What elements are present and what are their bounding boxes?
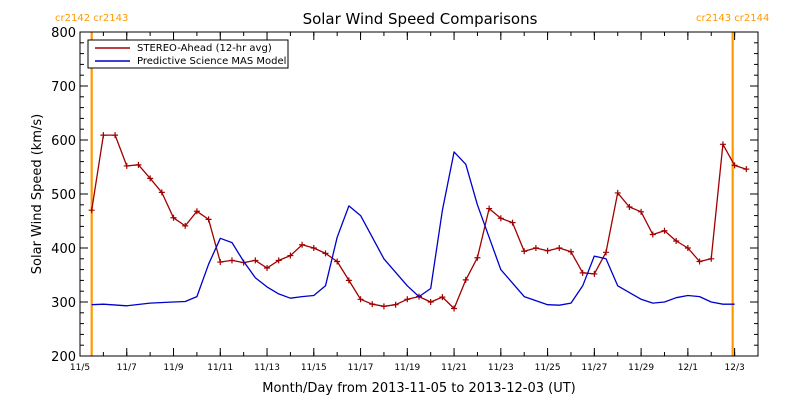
x-tick-label: 11/15	[301, 363, 327, 373]
series-point	[193, 208, 200, 215]
series-point	[743, 166, 750, 173]
series-point	[264, 264, 271, 271]
series-point	[556, 245, 563, 251]
legend-label-mas-model: Predictive Science MAS Model	[137, 56, 286, 67]
series-point	[205, 216, 212, 223]
series-point	[696, 258, 703, 265]
series-point	[719, 141, 726, 148]
series-point	[486, 205, 493, 212]
series-point	[661, 227, 668, 234]
y-tick-label: 200	[51, 350, 76, 365]
series-point	[474, 254, 481, 261]
series-point	[158, 189, 165, 196]
series-point	[404, 296, 411, 303]
series-point	[275, 257, 282, 264]
series-point	[451, 305, 458, 312]
series-point	[708, 255, 715, 262]
series-point	[147, 175, 154, 182]
y-tick-label: 400	[51, 242, 76, 257]
series-layer	[88, 132, 750, 312]
series-point	[287, 252, 294, 259]
series-point	[310, 245, 317, 251]
x-tick-label: 11/25	[535, 363, 561, 373]
series-point	[673, 237, 680, 244]
series-point	[649, 231, 656, 238]
series-point	[439, 294, 446, 301]
series-point	[684, 245, 691, 251]
y-tick-label: 600	[51, 134, 76, 149]
series-point	[88, 207, 95, 214]
x-tick-label: 11/7	[117, 363, 137, 373]
series-point	[532, 245, 539, 251]
series-point	[462, 276, 469, 283]
series-point	[100, 132, 107, 139]
series-point	[123, 162, 130, 169]
series-point	[521, 248, 528, 255]
series-point	[497, 215, 504, 222]
series-point	[135, 161, 142, 168]
series-point	[638, 208, 645, 215]
x-tick-label: 11/19	[394, 363, 420, 373]
series-point	[544, 247, 551, 254]
series-point	[427, 299, 434, 305]
series-point	[182, 222, 189, 229]
series-point	[334, 258, 341, 265]
carrington-markers: cr2142 cr2143 cr2143 cr2144	[55, 13, 769, 356]
x-tick-label: 11/11	[207, 363, 233, 373]
series-point	[603, 249, 610, 256]
legend: STEREO-Ahead (12-hr avg) Predictive Scie…	[87, 39, 289, 69]
x-tick-label: 12/1	[678, 363, 698, 373]
y-tick-label: 500	[51, 188, 76, 203]
series-point	[357, 296, 364, 303]
series-point	[345, 277, 352, 284]
series-point	[731, 162, 738, 169]
series-point	[380, 303, 387, 310]
series-point	[217, 259, 224, 266]
carrington-marker-label: cr2143 cr2144	[696, 13, 769, 24]
x-tick-label: 11/27	[581, 363, 607, 373]
series-point	[299, 241, 306, 248]
series-point	[228, 257, 235, 264]
legend-label-stereo-ahead: STEREO-Ahead (12-hr avg)	[137, 43, 272, 54]
x-tick-label: 11/13	[254, 363, 280, 373]
chart-title: Solar Wind Speed Comparisons	[303, 10, 538, 28]
y-tick-label: 300	[51, 296, 76, 311]
y-axis-label: Solar Wind Speed (km/s)	[30, 114, 45, 274]
series-point	[626, 203, 633, 210]
x-tick-label: 11/9	[163, 363, 183, 373]
x-tick-label: 11/23	[488, 363, 514, 373]
series-point	[614, 189, 621, 196]
series-point	[369, 301, 376, 308]
series-line-1	[91, 151, 735, 307]
series-point	[392, 301, 399, 308]
series-point	[112, 132, 119, 139]
y-tick-label: 800	[51, 26, 76, 41]
x-axis-label: Month/Day from 2013-11-05 to 2013-12-03 …	[262, 381, 575, 396]
x-tick-label: 11/5	[70, 363, 90, 373]
series-point	[170, 214, 177, 221]
series-point	[567, 248, 574, 255]
series-point	[591, 270, 598, 277]
x-tick-label: 11/29	[628, 363, 654, 373]
carrington-marker-label: cr2142 cr2143	[55, 13, 128, 24]
x-tick-label: 12/3	[725, 363, 745, 373]
series-point	[509, 219, 516, 226]
series-point	[322, 250, 329, 257]
x-tick-label: 11/17	[348, 363, 374, 373]
x-tick-label: 11/21	[441, 363, 467, 373]
y-tick-label: 700	[51, 80, 76, 95]
series-point	[252, 257, 259, 264]
axes-layer: 200 300 400 500 600 700 800 11/5 11/7 11/9 11/11 11…	[51, 26, 758, 373]
legend-box	[87, 39, 289, 69]
series-point	[579, 269, 586, 276]
